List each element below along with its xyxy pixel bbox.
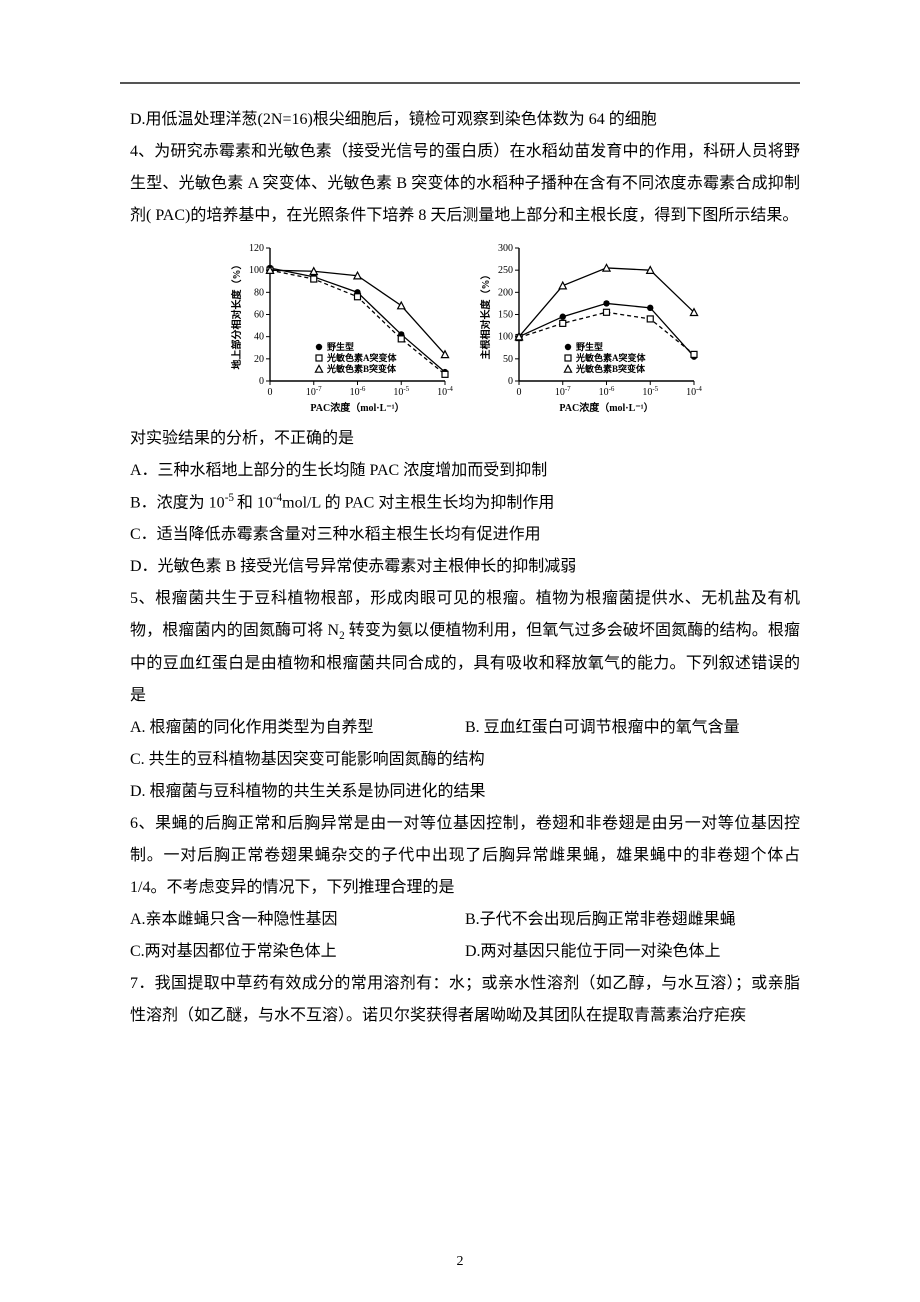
svg-text:10-7: 10-7 xyxy=(555,385,571,398)
svg-text:光敏色素B突变体: 光敏色素B突变体 xyxy=(326,363,397,374)
svg-text:野生型: 野生型 xyxy=(327,341,354,352)
q5-option-d: D. 根瘤菌与豆科植物的共生关系是协同进化的结果 xyxy=(130,776,800,808)
page-number: 2 xyxy=(0,1254,920,1270)
q4-option-d: D．光敏色素 B 接受光信号异常使赤霉素对主根伸长的抑制减弱 xyxy=(130,551,800,583)
svg-text:PAC浓度（mol·L⁻¹）: PAC浓度（mol·L⁻¹） xyxy=(310,401,404,414)
svg-text:10-5: 10-5 xyxy=(642,385,658,398)
q5-option-c: C. 共生的豆科植物基因突变可能影响固氮酶的结构 xyxy=(130,744,800,776)
q6-intro: 6、果蝇的后胸正常和后胸异常是由一对等位基因控制，卷翅和非卷翅是由另一对等位基因… xyxy=(130,808,800,904)
svg-text:10-6: 10-6 xyxy=(599,385,615,398)
svg-text:光敏色素B突变体: 光敏色素B突变体 xyxy=(575,363,646,374)
svg-text:10-5: 10-5 xyxy=(393,385,409,398)
chart-shoot-length: 0 20 40 60 80 100 120 0 10-7 10-6 10-5 10-4 PAC浓度（mo… xyxy=(228,240,453,415)
q5-option-a: A. 根瘤菌的同化作用类型为自养型 xyxy=(130,712,465,744)
svg-text:250: 250 xyxy=(498,265,513,276)
svg-text:10-6: 10-6 xyxy=(350,385,366,398)
figure-row: 0 20 40 60 80 100 120 0 10-7 10-6 10-5 10-4 PAC浓度（mo… xyxy=(130,240,800,415)
q6-option-c: C.两对基因都位于常染色体上 xyxy=(130,936,465,968)
q5-option-b: B. 豆血红蛋白可调节根瘤中的氧气含量 xyxy=(465,712,800,744)
svg-text:光敏色素A突变体: 光敏色素A突变体 xyxy=(326,352,397,363)
svg-text:10-7: 10-7 xyxy=(306,385,322,398)
q7-intro: 7．我国提取中草药有效成分的常用溶剂有：水；或亲水性溶剂（如乙醇，与水互溶）；或… xyxy=(130,968,800,1032)
svg-text:0: 0 xyxy=(508,376,513,387)
svg-text:0: 0 xyxy=(268,387,273,398)
q6-row-cd: C.两对基因都位于常染色体上 D.两对基因只能位于同一对染色体上 xyxy=(130,936,800,968)
q5-intro: 5、根瘤菌共生于豆科植物根部，形成肉眼可见的根瘤。植物为根瘤菌提供水、无机盐及有… xyxy=(130,583,800,712)
q5-row-ab: A. 根瘤菌的同化作用类型为自养型 B. 豆血红蛋白可调节根瘤中的氧气含量 xyxy=(130,712,800,744)
svg-text:20: 20 xyxy=(254,354,264,365)
chart-root-length: 0 50 100 150 200 250 300 0 10-7 10-6 10-5 10-4 PAC浓度… xyxy=(477,240,702,415)
svg-text:光敏色素A突变体: 光敏色素A突变体 xyxy=(575,352,646,363)
q4-analysis-stem: 对实验结果的分析，不正确的是 xyxy=(130,423,800,455)
svg-text:地上部分相对长度（%）: 地上部分相对长度（%） xyxy=(230,260,243,370)
svg-text:PAC浓度（mol·L⁻¹）: PAC浓度（mol·L⁻¹） xyxy=(559,401,653,414)
svg-text:150: 150 xyxy=(498,310,513,321)
q6-option-d: D.两对基因只能位于同一对染色体上 xyxy=(465,936,800,968)
q6-row-ab: A.亲本雌蝇只含一种隐性基因 B.子代不会出现后胸正常非卷翅雌果蝇 xyxy=(130,904,800,936)
svg-text:40: 40 xyxy=(254,332,264,343)
svg-text:100: 100 xyxy=(498,332,513,343)
q4-intro: 4、为研究赤霉素和光敏色素（接受光信号的蛋白质）在水稻幼苗发育中的作用，科研人员… xyxy=(130,136,800,232)
q4-option-a: A．三种水稻地上部分的生长均随 PAC 浓度增加而受到抑制 xyxy=(130,455,800,487)
q6-option-b: B.子代不会出现后胸正常非卷翅雌果蝇 xyxy=(465,904,800,936)
q6-option-a: A.亲本雌蝇只含一种隐性基因 xyxy=(130,904,465,936)
q3-option-d: D.用低温处理洋葱(2N=16)根尖细胞后，镜检可观察到染色体数为 64 的细胞 xyxy=(130,104,800,136)
header-rule xyxy=(120,82,800,84)
svg-text:10-4: 10-4 xyxy=(686,385,702,398)
svg-text:120: 120 xyxy=(249,243,264,254)
q4-option-b: B．浓度为 10-5 和 10-4mol/L 的 PAC 对主根生长均为抑制作用 xyxy=(130,487,800,519)
svg-text:60: 60 xyxy=(254,310,264,321)
svg-text:0: 0 xyxy=(259,376,264,387)
svg-text:100: 100 xyxy=(249,265,264,276)
content: D.用低温处理洋葱(2N=16)根尖细胞后，镜检可观察到染色体数为 64 的细胞… xyxy=(130,104,800,1032)
svg-text:主根相对长度（%）: 主根相对长度（%） xyxy=(479,270,492,360)
svg-text:野生型: 野生型 xyxy=(576,341,603,352)
q4-option-c: C．适当降低赤霉素含量对三种水稻主根生长均有促进作用 xyxy=(130,519,800,551)
svg-text:80: 80 xyxy=(254,287,264,298)
svg-text:200: 200 xyxy=(498,287,513,298)
svg-text:50: 50 xyxy=(503,354,513,365)
svg-text:300: 300 xyxy=(498,243,513,254)
svg-text:0: 0 xyxy=(517,387,522,398)
svg-text:10-4: 10-4 xyxy=(437,385,453,398)
page: D.用低温处理洋葱(2N=16)根尖细胞后，镜检可观察到染色体数为 64 的细胞… xyxy=(0,0,920,1302)
